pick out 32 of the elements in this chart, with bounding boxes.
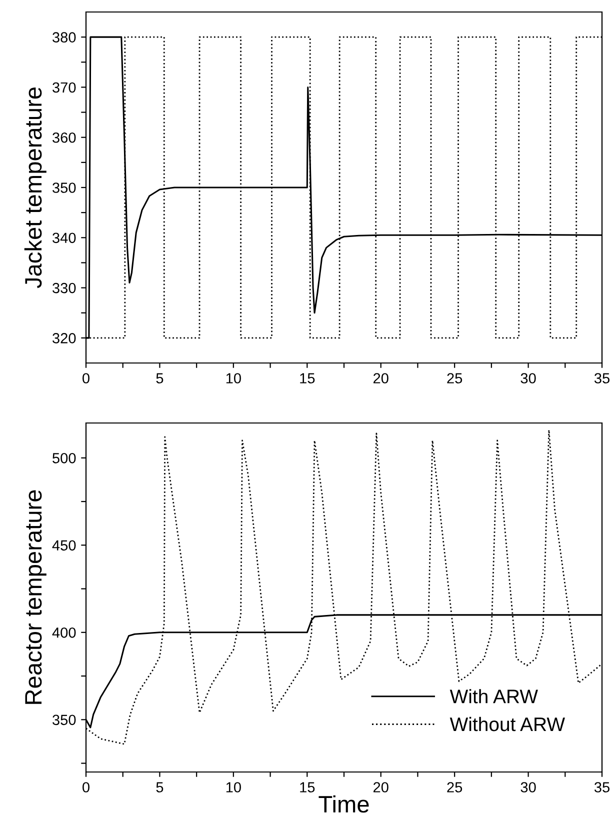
y-tick-label: 330 xyxy=(52,282,76,294)
x-tick-label: 30 xyxy=(520,782,536,792)
x-tick-label: 0 xyxy=(82,373,90,384)
y-tick-label: 320 xyxy=(52,333,76,344)
y-tick-label: 340 xyxy=(52,232,76,244)
y-axis-title: Jacket temperature xyxy=(24,87,46,288)
x-tick-label: 5 xyxy=(156,782,164,792)
x-tick-label: 15 xyxy=(300,373,315,384)
y-tick-label: 400 xyxy=(52,628,76,638)
legend-label: With ARW xyxy=(450,689,538,704)
y-tick-label: 450 xyxy=(52,540,76,551)
y-tick-label: 360 xyxy=(52,132,76,143)
x-tick-label: 10 xyxy=(226,782,241,792)
y-tick-label: 380 xyxy=(52,32,76,42)
x-axis-title: Time xyxy=(318,795,369,813)
x-tick-label: 0 xyxy=(82,782,90,792)
x-tick-label: 30 xyxy=(520,373,536,384)
x-tick-label: 15 xyxy=(300,782,315,792)
x-tick-label: 20 xyxy=(373,373,388,384)
x-tick-label: 25 xyxy=(447,373,462,384)
y-tick-label: 350 xyxy=(52,714,76,726)
y-tick-label: 500 xyxy=(52,453,76,464)
y-tick-label: 370 xyxy=(52,82,76,93)
x-tick-label: 20 xyxy=(373,782,388,792)
x-tick-label: 10 xyxy=(226,373,241,384)
x-tick-label: 5 xyxy=(156,373,164,384)
x-tick-label: 35 xyxy=(594,373,610,384)
x-tick-label: 25 xyxy=(447,782,462,792)
y-tick-label: 350 xyxy=(52,182,76,193)
x-tick-label: 35 xyxy=(594,782,610,792)
y-axis-title: Reactor temperature xyxy=(25,490,46,704)
legend-label: Without ARW xyxy=(450,716,565,732)
